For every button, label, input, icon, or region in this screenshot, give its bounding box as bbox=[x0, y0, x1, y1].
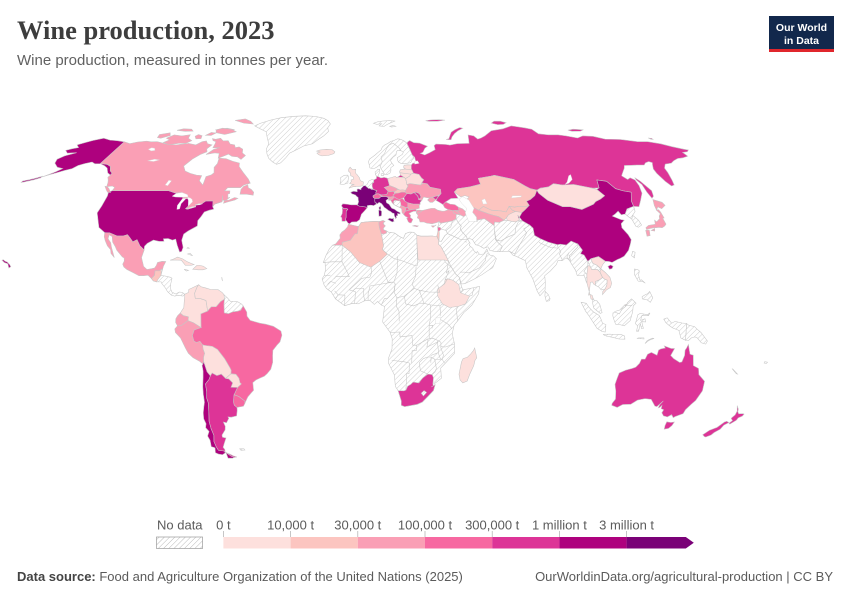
svg-text:300,000 t: 300,000 t bbox=[465, 518, 520, 533]
svg-text:1 million t: 1 million t bbox=[532, 518, 587, 533]
svg-text:0 t: 0 t bbox=[216, 518, 231, 533]
svg-text:10,000 t: 10,000 t bbox=[267, 518, 314, 533]
svg-text:3 million t: 3 million t bbox=[599, 518, 654, 533]
svg-text:30,000 t: 30,000 t bbox=[334, 518, 381, 533]
svg-text:100,000 t: 100,000 t bbox=[398, 518, 453, 533]
svg-text:No data: No data bbox=[157, 518, 203, 533]
